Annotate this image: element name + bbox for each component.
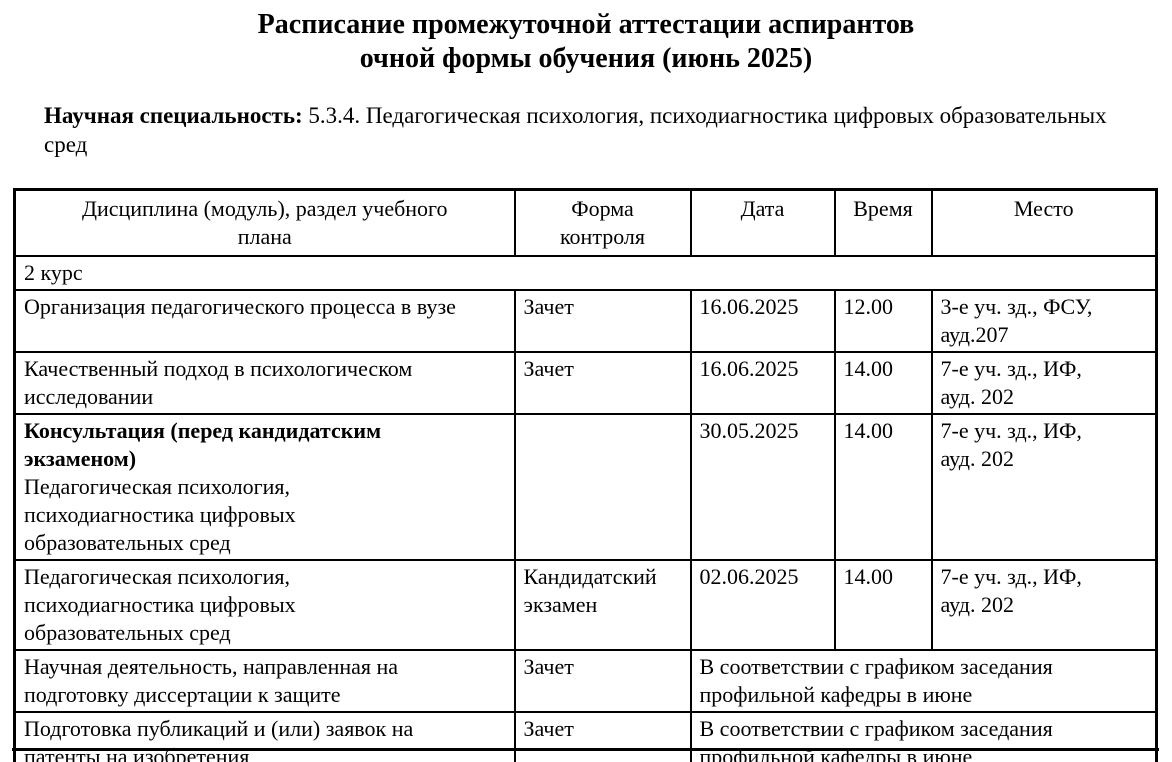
column-header-place: Место xyxy=(930,188,1158,257)
specialty-paragraph: Научная специальность: 5.3.4. Педагогиче… xyxy=(44,101,1116,159)
time-cell: 12.00 xyxy=(833,289,933,353)
date-cell: 30.05.2025 xyxy=(689,413,836,561)
table-row: Качественный подход в психологическом ис… xyxy=(13,351,1158,415)
discipline-cell: Подготовка публикаций и (или) заявок на … xyxy=(13,711,516,762)
column-header-date: Дата xyxy=(689,188,836,257)
column-header-discipline: Дисциплина (модуль), раздел учебного пла… xyxy=(13,188,516,257)
column-header-control: Форма контроля xyxy=(513,188,692,257)
date-cell: 16.06.2025 xyxy=(689,351,836,415)
table-row: Научная деятельность, направленная на по… xyxy=(13,649,1158,713)
date-cell: 02.06.2025 xyxy=(689,559,836,651)
header-row: Дисциплина (модуль), раздел учебного пла… xyxy=(13,188,1158,257)
page-title-line1: Расписание промежуточной аттестации аспи… xyxy=(257,9,915,40)
specialty-value: 5.3.4. Педагогическая психология, психод… xyxy=(44,103,1107,157)
place-cell: 3-е уч. зд., ФСУ, ауд.207 xyxy=(930,289,1158,353)
schedule-note-cell: В соответствии с графиком заседания проф… xyxy=(689,649,1158,713)
discipline-bold-text: Консультация (перед кандидатским экзамен… xyxy=(24,418,382,471)
date-cell: 16.06.2025 xyxy=(689,289,836,353)
discipline-cell: Консультация (перед кандидатским экзамен… xyxy=(13,413,516,561)
table-row: Организация педагогического процесса в в… xyxy=(13,289,1158,353)
place-cell: 7-е уч. зд., ИФ, ауд. 202 xyxy=(930,559,1158,651)
control-cell: Зачет xyxy=(513,351,692,415)
discipline-rest-text: Педагогическая психология, психодиагност… xyxy=(24,474,296,555)
control-cell: Зачет xyxy=(513,289,692,353)
place-cell: 7-е уч. зд., ИФ, ауд. 202 xyxy=(930,413,1158,561)
bottom-horizontal-rule xyxy=(12,748,1159,751)
discipline-cell: Организация педагогического процесса в в… xyxy=(13,289,516,353)
discipline-cell: Научная деятельность, направленная на по… xyxy=(13,649,516,713)
column-header-time: Время xyxy=(833,188,933,257)
discipline-cell: Качественный подход в психологическом ис… xyxy=(13,351,516,415)
time-cell: 14.00 xyxy=(833,413,933,561)
page-title-line2: очной формы обучения (июнь 2025) xyxy=(359,43,813,74)
discipline-cell: Педагогическая психология, психодиагност… xyxy=(13,559,516,651)
table-row: Подготовка публикаций и (или) заявок на … xyxy=(13,711,1158,762)
schedule-note-cell: В соответствии с графиком заседания проф… xyxy=(689,711,1158,762)
time-cell: 14.00 xyxy=(833,351,933,415)
schedule-table: Дисциплина (модуль), раздел учебного пла… xyxy=(13,188,1158,762)
control-cell: Зачет xyxy=(513,711,692,762)
specialty-label: Научная специальность: xyxy=(44,103,303,128)
place-cell: 7-е уч. зд., ИФ, ауд. 202 xyxy=(930,351,1158,415)
course-section-row: 2 курс xyxy=(13,255,1158,291)
control-cell xyxy=(513,413,692,561)
control-cell: Кандидатский экзамен xyxy=(513,559,692,651)
control-cell: Зачет xyxy=(513,649,692,713)
course-section-label: 2 курс xyxy=(13,255,1158,291)
page-title: Расписание промежуточной аттестации аспи… xyxy=(0,8,1172,76)
time-cell: 14.00 xyxy=(833,559,933,651)
table-row: Консультация (перед кандидатским экзамен… xyxy=(13,413,1158,561)
table-row: Педагогическая психология, психодиагност… xyxy=(13,559,1158,651)
